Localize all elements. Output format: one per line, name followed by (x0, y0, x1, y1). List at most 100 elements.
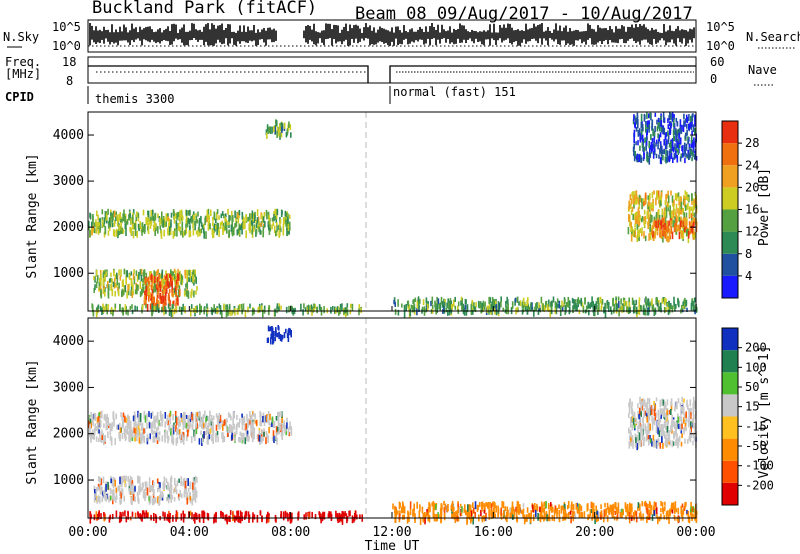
radar-cell (175, 438, 178, 446)
radar-cell (115, 487, 118, 493)
noise-right-label: N.Search (746, 30, 800, 44)
radar-cell (635, 199, 638, 205)
radar-cell (275, 209, 278, 215)
radar-cell (685, 411, 687, 418)
radar-cell (169, 513, 171, 520)
radar-cell (668, 430, 670, 436)
radar-cell (399, 510, 401, 516)
radar-cell (633, 303, 636, 310)
radar-cell (660, 119, 663, 128)
radar-cell (104, 435, 106, 443)
radar-cell (655, 220, 657, 229)
radar-cell (661, 217, 664, 224)
radar-cell (695, 221, 698, 227)
radar-cell (509, 507, 511, 513)
radar-cell (195, 415, 198, 422)
radar-cell (177, 298, 179, 306)
radar-cell (99, 431, 101, 438)
radar-cell (679, 137, 682, 145)
radar-cell (677, 423, 680, 430)
radar-cell (138, 436, 141, 444)
colorbar-swatch (722, 394, 738, 417)
frequency-trace-a (88, 65, 369, 83)
radar-cell (123, 209, 125, 218)
radar-cell (174, 279, 176, 286)
radar-cell (228, 214, 230, 223)
radar-cell (209, 410, 211, 417)
radar-cell (167, 483, 169, 490)
radar-cell (93, 228, 96, 234)
radar-cell (473, 306, 476, 311)
radar-cell (621, 512, 623, 519)
radar-cell (194, 423, 197, 432)
radar-cell (137, 410, 139, 418)
radar-cell (169, 282, 171, 288)
radar-cell (628, 435, 631, 441)
radar-cell (161, 421, 163, 427)
radar-cell (221, 511, 224, 517)
radar-cell (411, 306, 414, 313)
radar-cell (661, 436, 663, 444)
radar-cell (521, 509, 523, 514)
radar-cell (670, 122, 672, 129)
radar-cell (153, 217, 155, 224)
radar-cell (683, 417, 685, 424)
radar-cell (693, 202, 695, 210)
radar-cell (255, 228, 258, 235)
frequency-panel: Freq. [MHz] 18 8 60 0 Nave (5, 55, 777, 88)
radar-cell (189, 218, 191, 225)
radar-cell (573, 511, 576, 517)
radar-cell (185, 218, 188, 226)
radar-cell (689, 147, 691, 153)
radar-cell (519, 504, 521, 510)
radar-cell (648, 409, 651, 417)
radar-cell (654, 442, 656, 448)
radar-cell (191, 288, 193, 296)
radar-cell (639, 128, 641, 136)
radar-cell (595, 301, 598, 306)
radar-cell (672, 219, 674, 228)
radar-cell (170, 212, 173, 218)
radar-cell (658, 195, 661, 201)
radar-cell (685, 153, 687, 158)
radar-cell (135, 214, 138, 222)
radar-cell (229, 413, 231, 418)
radar-cell (632, 213, 634, 221)
radar-cell (248, 418, 250, 427)
radar-cell (170, 269, 172, 276)
radar-cell (176, 512, 179, 520)
radar-cell (667, 124, 670, 130)
radar-cell (105, 303, 108, 312)
radar-cell (96, 210, 98, 217)
radar-cell (688, 408, 690, 416)
radar-cell (543, 304, 545, 312)
radar-cell (122, 228, 125, 234)
radar-cell (403, 304, 406, 311)
radar-cell (491, 510, 493, 517)
radar-cell (567, 301, 570, 308)
radar-cell (173, 288, 176, 293)
radar-cell (133, 269, 135, 274)
radar-cell (174, 410, 177, 416)
radar-cell (548, 517, 551, 522)
radar-cell (168, 515, 171, 524)
radar-cell (497, 507, 500, 515)
radar-cell (278, 306, 280, 312)
radar-cell (693, 301, 695, 306)
radar-cell (668, 516, 670, 524)
radar-cell (143, 279, 145, 286)
radar-cell (205, 416, 207, 423)
radar-cell (552, 507, 554, 513)
radar-cell (186, 492, 189, 498)
radar-cell (665, 235, 668, 242)
radar-cell (640, 405, 643, 412)
radar-cell (454, 296, 456, 302)
radar-cell (694, 218, 697, 224)
radar-cell (90, 437, 92, 443)
radar-cell (91, 303, 93, 309)
radar-cell (198, 227, 200, 233)
radar-cell (647, 299, 650, 306)
radar-cell (615, 303, 618, 311)
radar-cell (109, 217, 112, 224)
radar-cell (664, 418, 667, 424)
